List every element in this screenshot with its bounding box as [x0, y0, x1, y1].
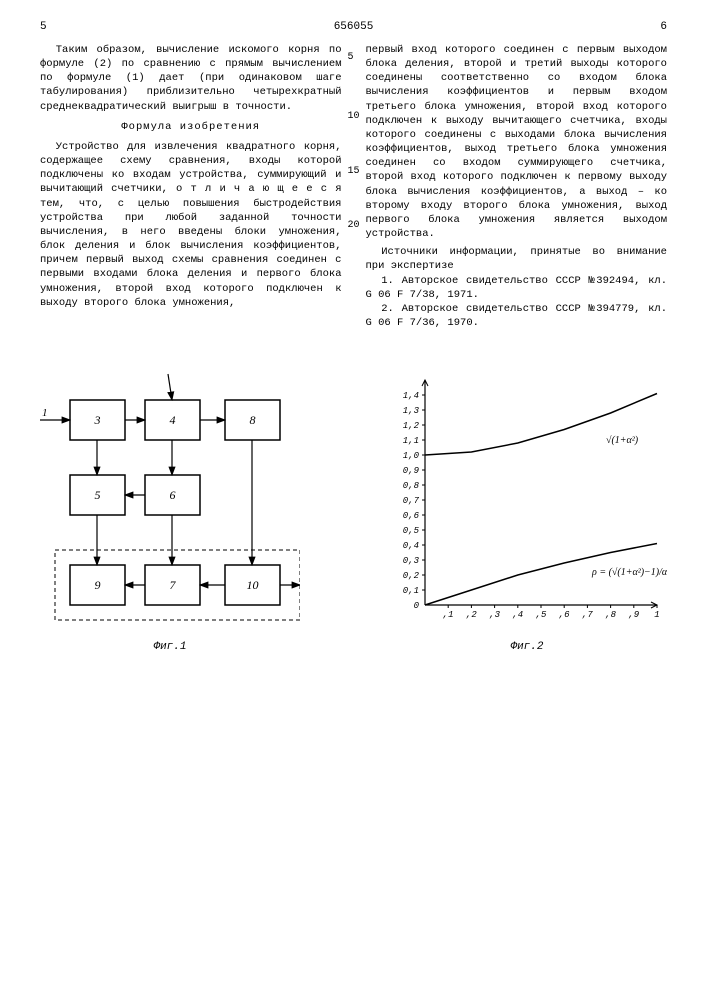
svg-text:,2: ,2: [466, 610, 477, 620]
svg-text:2: 2: [170, 370, 176, 373]
svg-text:0,9: 0,9: [403, 466, 420, 476]
svg-text:10: 10: [247, 578, 259, 592]
svg-text:1,4: 1,4: [403, 391, 419, 401]
source-item: 1. Авторское свидетельство СССР №392494,…: [366, 274, 668, 302]
svg-text:3: 3: [94, 413, 101, 427]
line-num: 10: [347, 110, 359, 124]
svg-text:,9: ,9: [628, 610, 639, 620]
line-number-gutter: 5 10 15 20: [347, 51, 359, 233]
svg-text:0,7: 0,7: [403, 496, 420, 506]
fig2-chart: ,1 ,2 ,3 ,4 ,5 ,6 ,7 ,8 ,9 1 0,1 0,2 0,3 0,4 0,5 0,6 0,7…: [387, 370, 667, 630]
svg-text:6: 6: [170, 488, 176, 502]
svg-text:9: 9: [95, 578, 101, 592]
line-num: 20: [347, 219, 359, 233]
figure-1: 3 4 8 5 6 9 7 10 1 2 Фиг.1: [40, 370, 300, 655]
svg-text:,5: ,5: [536, 610, 547, 620]
line-num: 5: [347, 51, 359, 65]
svg-text:0,2: 0,2: [403, 571, 420, 581]
fig2-caption: Фиг.2: [387, 640, 667, 655]
svg-text:4: 4: [170, 413, 176, 427]
page-number-right: 6: [660, 20, 667, 35]
svg-text:1,3: 1,3: [403, 406, 420, 416]
formula-title: Формула изобретения: [40, 120, 342, 134]
svg-text:1,2: 1,2: [403, 421, 420, 431]
svg-text:,4: ,4: [512, 610, 523, 620]
figure-2: ,1 ,2 ,3 ,4 ,5 ,6 ,7 ,8 ,9 1 0,1 0,2 0,3 0,4 0,5 0,6 0,7…: [387, 370, 667, 655]
svg-text:,6: ,6: [559, 610, 570, 620]
patent-number: 656055: [334, 21, 374, 33]
right-column: первый вход которого соединен с первым в…: [366, 43, 668, 330]
fig1-diagram: 3 4 8 5 6 9 7 10 1 2: [40, 370, 300, 630]
svg-text:,1: ,1: [443, 610, 454, 620]
svg-text:7: 7: [170, 578, 177, 592]
svg-text:0,5: 0,5: [403, 526, 420, 536]
figures-row: 34856971012 Фиг.1 ,1,2,3,4,5,6,7,8,910,1…: [40, 370, 667, 655]
svg-text:1,1: 1,1: [403, 436, 419, 446]
svg-text:,7: ,7: [582, 610, 593, 620]
fig1-caption: Фиг.1: [40, 640, 300, 655]
source-item: 2. Авторское свидетельство СССР №394779,…: [366, 302, 668, 330]
svg-text:0: 0: [414, 601, 420, 611]
svg-text:√(1+α²): √(1+α²): [606, 435, 639, 446]
svg-text:5: 5: [95, 488, 101, 502]
page-header: 5 656055 6: [40, 20, 667, 35]
text-columns: 5 10 15 20 Таким образом, вычисление иск…: [40, 43, 667, 330]
svg-text:0,8: 0,8: [403, 481, 420, 491]
svg-text:8: 8: [250, 413, 256, 427]
svg-text:0,1: 0,1: [403, 586, 419, 596]
svg-text:ρ = (√(1+α²)−1)/α: ρ = (√(1+α²)−1)/α: [591, 567, 667, 578]
svg-text:0,4: 0,4: [403, 541, 419, 551]
paragraph: Таким образом, вычисление искомого корня…: [40, 43, 342, 114]
svg-text:0,3: 0,3: [403, 556, 420, 566]
svg-text:1: 1: [654, 610, 659, 620]
svg-text:1,0: 1,0: [403, 451, 420, 461]
paragraph: первый вход которого соединен с первым в…: [366, 43, 668, 241]
sources-title: Источники информации, принятые во вниман…: [366, 245, 668, 273]
svg-text:,3: ,3: [489, 610, 500, 620]
svg-text:0,6: 0,6: [403, 511, 420, 521]
left-column: Таким образом, вычисление искомого корня…: [40, 43, 342, 330]
paragraph: Устройство для извлечения квадратного ко…: [40, 140, 342, 310]
svg-text:,8: ,8: [605, 610, 616, 620]
page-number-left: 5: [40, 20, 47, 35]
line-num: 15: [347, 165, 359, 179]
svg-text:1: 1: [42, 407, 48, 419]
